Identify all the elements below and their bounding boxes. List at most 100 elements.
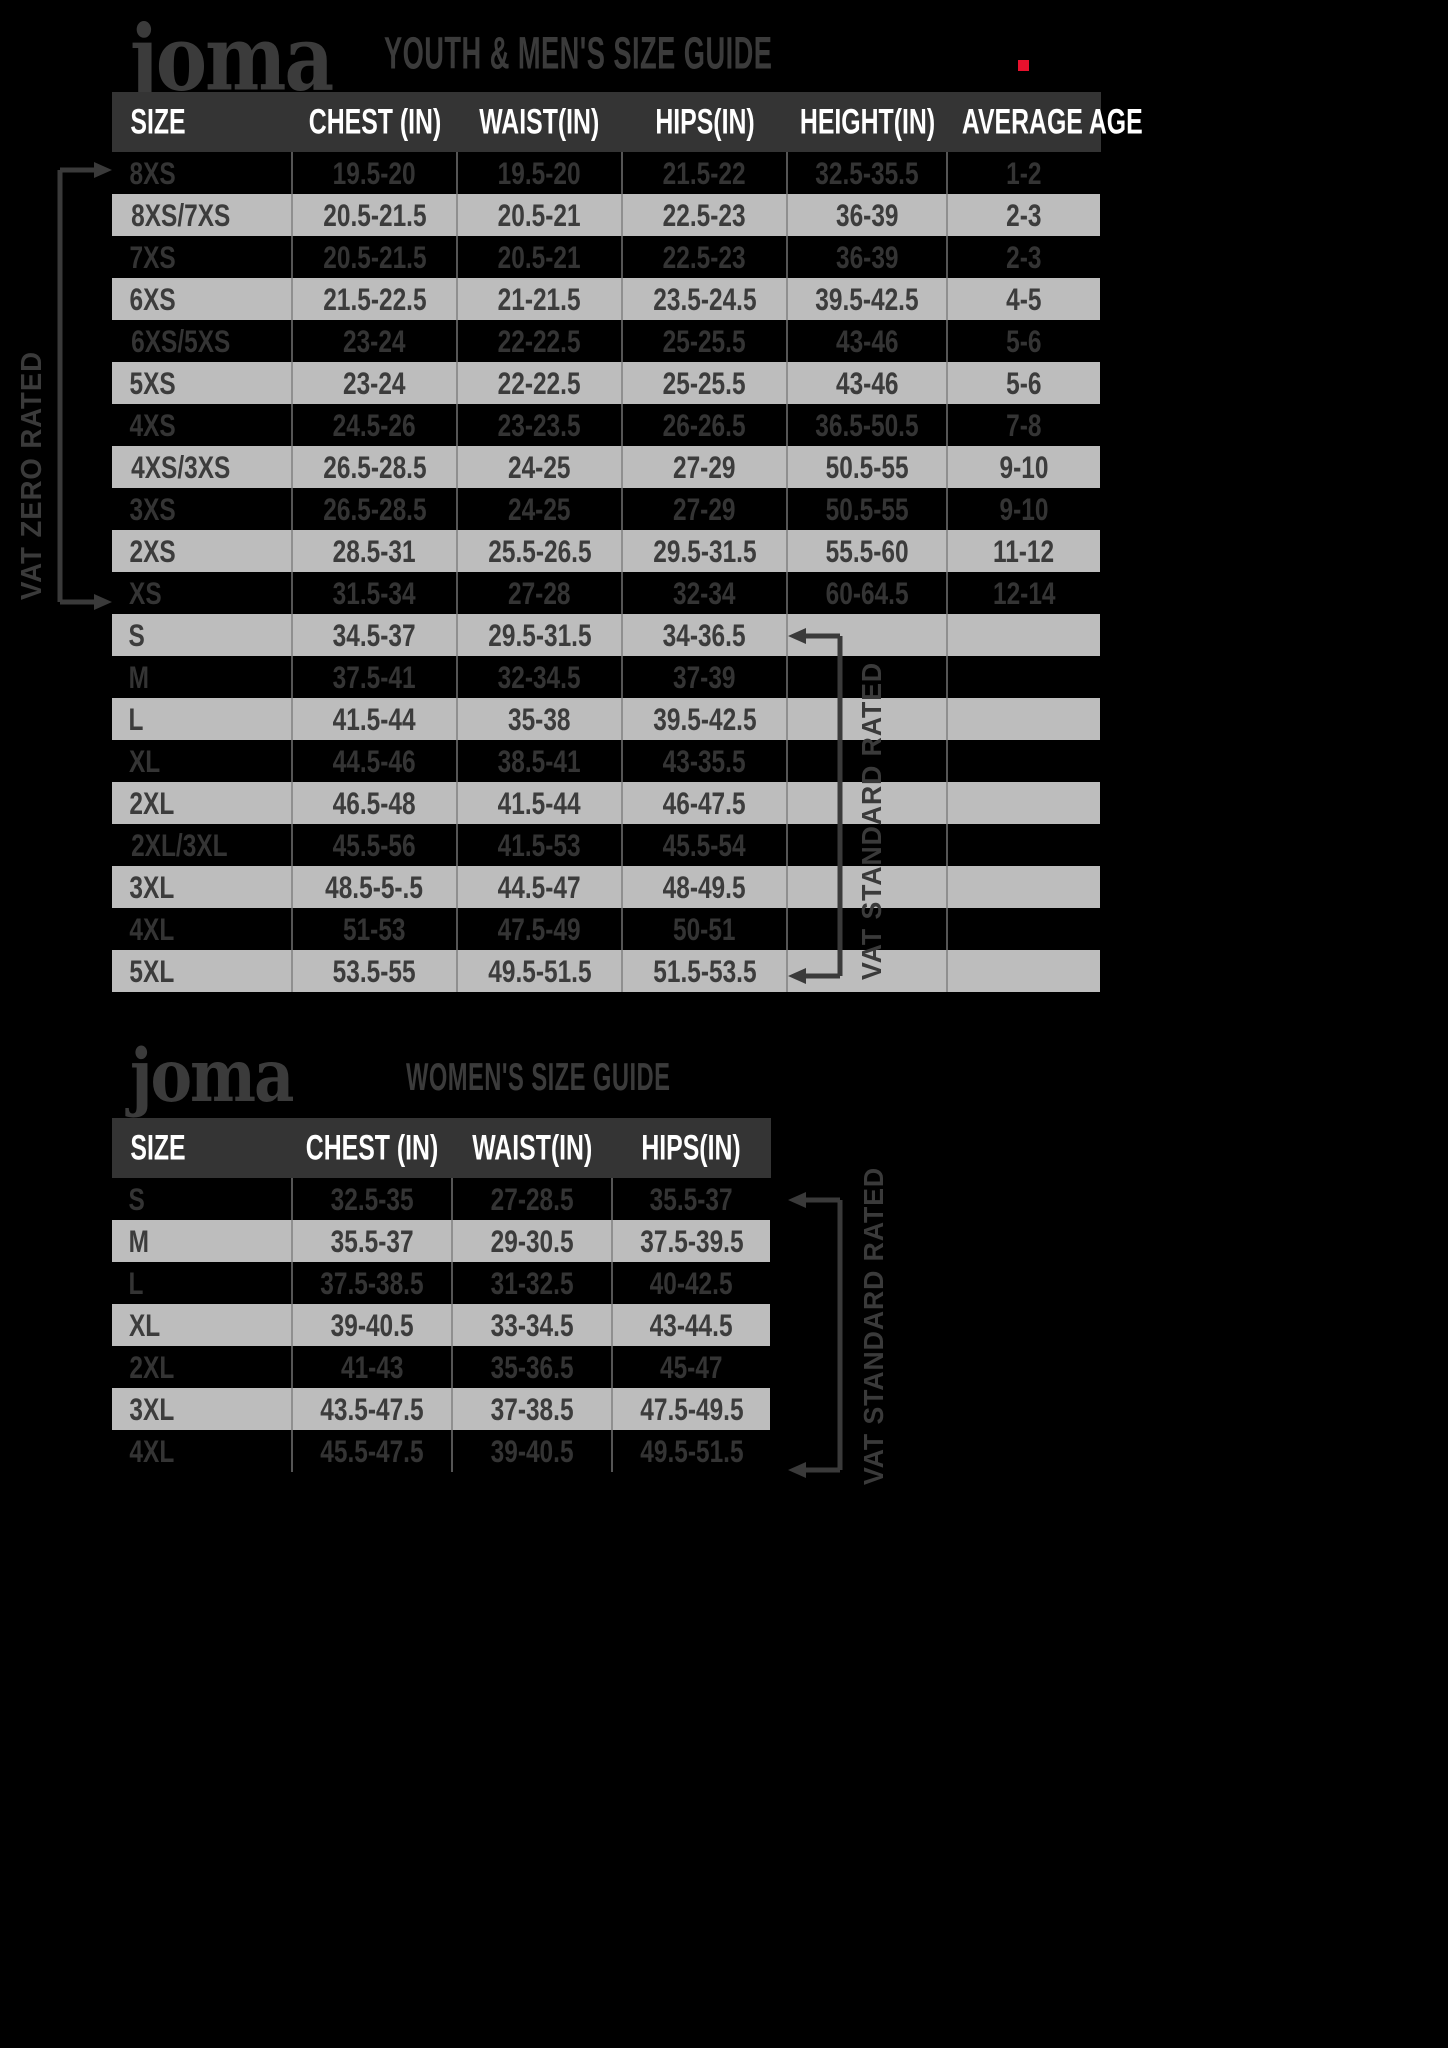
mens-cell-size: 5XS [112, 362, 293, 404]
table-row: 5XS 23-24 22-22.5 25-25.5 43-46 5-6 [112, 362, 1100, 404]
mens-cell-hips: 25-25.5 [622, 320, 788, 362]
mens-cell-hips: 51.5-53.5 [622, 950, 788, 992]
womens-cell-chest: 32.5-35 [292, 1178, 453, 1220]
mens-cell-height: 32.5-35.5 [787, 152, 948, 194]
table-row: 2XL 41-43 35-36.5 45-47 [112, 1346, 770, 1388]
mens-cell-chest: 26.5-28.5 [292, 488, 458, 530]
mens-cell-height: 36-39 [787, 194, 948, 236]
mens-cell-age: 9-10 [947, 488, 1100, 530]
mens-cell-size: 8XS/7XS [112, 194, 293, 236]
table-row: 7XS 20.5-21.5 20.5-21 22.5-23 36-39 2-3 [112, 236, 1100, 278]
mens-cell-size: M [112, 656, 293, 698]
mens-cell-age: 4-5 [947, 278, 1100, 320]
womens-cell-chest: 37.5-38.5 [292, 1262, 453, 1304]
mens-cell-chest: 20.5-21.5 [292, 236, 458, 278]
mens-cell-height: 43-46 [787, 362, 948, 404]
mens-cell-size: S [112, 614, 293, 656]
table-row: 3XS 26.5-28.5 24-25 27-29 50.5-55 9-10 [112, 488, 1100, 530]
table-row: 4XS/3XS 26.5-28.5 24-25 27-29 50.5-55 9-10 [112, 446, 1100, 488]
mens-cell-age [947, 824, 1100, 866]
mens-cell-chest: 44.5-46 [292, 740, 458, 782]
mens-cell-waist: 22-22.5 [457, 320, 623, 362]
mens-cell-waist: 24-25 [457, 446, 623, 488]
mens-cell-size: 3XL [112, 866, 293, 908]
mens-col-age: AVERAGE AGE [947, 92, 1143, 152]
mens-cell-age [947, 908, 1100, 950]
mens-cell-waist: 23-23.5 [457, 404, 623, 446]
joma-logo: joma [130, 6, 334, 112]
mens-cell-size: 2XL/3XL [112, 824, 293, 866]
mens-cell-size: 6XS/5XS [112, 320, 293, 362]
womens-cell-size: XL [112, 1304, 293, 1346]
table-row: 2XS 28.5-31 25.5-26.5 29.5-31.5 55.5-60 11-12 [112, 530, 1100, 572]
womens-cell-hips: 49.5-51.5 [612, 1430, 770, 1472]
mens-cell-size: 3XS [112, 488, 293, 530]
mens-cell-waist: 41.5-53 [457, 824, 623, 866]
mens-cell-waist: 24-25 [457, 488, 623, 530]
mens-cell-chest: 23-24 [292, 320, 458, 362]
mens-col-height: HEIGHT(IN) [787, 92, 948, 152]
mens-cell-size: 2XS [112, 530, 293, 572]
mens-cell-height: 39.5-42.5 [787, 278, 948, 320]
mens-cell-waist: 38.5-41 [457, 740, 623, 782]
womens-cell-waist: 35-36.5 [452, 1346, 613, 1388]
mens-cell-height [787, 824, 948, 866]
mens-cell-chest: 20.5-21.5 [292, 194, 458, 236]
womens-cell-size: 4XL [112, 1430, 293, 1472]
mens-cell-height: 50.5-55 [787, 488, 948, 530]
womens-cell-chest: 45.5-47.5 [292, 1430, 453, 1472]
mens-cell-waist: 29.5-31.5 [457, 614, 623, 656]
mens-cell-chest: 37.5-41 [292, 656, 458, 698]
womens-col-hips: HIPS(IN) [612, 1118, 771, 1178]
table-row: S 34.5-37 29.5-31.5 34-36.5 [112, 614, 1100, 656]
womens-cell-chest: 43.5-47.5 [292, 1388, 453, 1430]
mens-col-size: SIZE [112, 92, 293, 152]
mens-cell-waist: 32-34.5 [457, 656, 623, 698]
womens-cell-hips: 37.5-39.5 [612, 1220, 770, 1262]
mens-cell-chest: 24.5-26 [292, 404, 458, 446]
mens-cell-hips: 27-29 [622, 446, 788, 488]
mens-cell-hips: 22.5-23 [622, 194, 788, 236]
mens-col-waist: WAIST(IN) [457, 92, 623, 152]
mens-guide-title: YOUTH & MEN'S SIZE GUIDE [384, 27, 773, 79]
mens-cell-height [787, 614, 948, 656]
womens-cell-size: 2XL [112, 1346, 293, 1388]
mens-cell-hips: 34-36.5 [622, 614, 788, 656]
mens-cell-height [787, 782, 948, 824]
womens-cell-waist: 29-30.5 [452, 1220, 613, 1262]
mens-cell-height [787, 656, 948, 698]
mens-cell-size: 4XS/3XS [112, 446, 293, 488]
mens-cell-age: 2-3 [947, 236, 1100, 278]
mens-cell-chest: 31.5-34 [292, 572, 458, 614]
mens-cell-size: L [112, 698, 293, 740]
womens-cell-chest: 39-40.5 [292, 1304, 453, 1346]
table-row: XS 31.5-34 27-28 32-34 60-64.5 12-14 [112, 572, 1100, 614]
mens-cell-chest: 45.5-56 [292, 824, 458, 866]
mens-cell-waist: 22-22.5 [457, 362, 623, 404]
joma-logo-women: joma [130, 1033, 294, 1120]
mens-cell-hips: 26-26.5 [622, 404, 788, 446]
table-row: 6XS 21.5-22.5 21-21.5 23.5-24.5 39.5-42.5 4-5 [112, 278, 1100, 320]
table-row: S 32.5-35 27-28.5 35.5-37 [112, 1178, 770, 1220]
table-row: 3XL 43.5-47.5 37-38.5 47.5-49.5 [112, 1388, 770, 1430]
table-row: L 37.5-38.5 31-32.5 40-42.5 [112, 1262, 770, 1304]
mens-cell-age: 5-6 [947, 362, 1100, 404]
mens-cell-height: 43-46 [787, 320, 948, 362]
mens-cell-waist: 21-21.5 [457, 278, 623, 320]
mens-cell-chest: 46.5-48 [292, 782, 458, 824]
mens-cell-chest: 34.5-37 [292, 614, 458, 656]
mens-cell-chest: 53.5-55 [292, 950, 458, 992]
mens-cell-size: 8XS [112, 152, 293, 194]
mens-cell-height: 36.5-50.5 [787, 404, 948, 446]
mens-cell-hips: 22.5-23 [622, 236, 788, 278]
mens-table-header-row: SIZE CHEST (IN) WAIST(IN) HIPS(IN) HEIGH… [112, 92, 1143, 152]
womens-cell-waist: 37-38.5 [452, 1388, 613, 1430]
mens-cell-hips: 32-34 [622, 572, 788, 614]
mens-cell-age: 5-6 [947, 320, 1100, 362]
mens-cell-size: XS [112, 572, 293, 614]
mens-cell-age: 12-14 [947, 572, 1100, 614]
mens-cell-hips: 48-49.5 [622, 866, 788, 908]
table-row: 5XL 53.5-55 49.5-51.5 51.5-53.5 [112, 950, 1100, 992]
mens-cell-age: 2-3 [947, 194, 1100, 236]
